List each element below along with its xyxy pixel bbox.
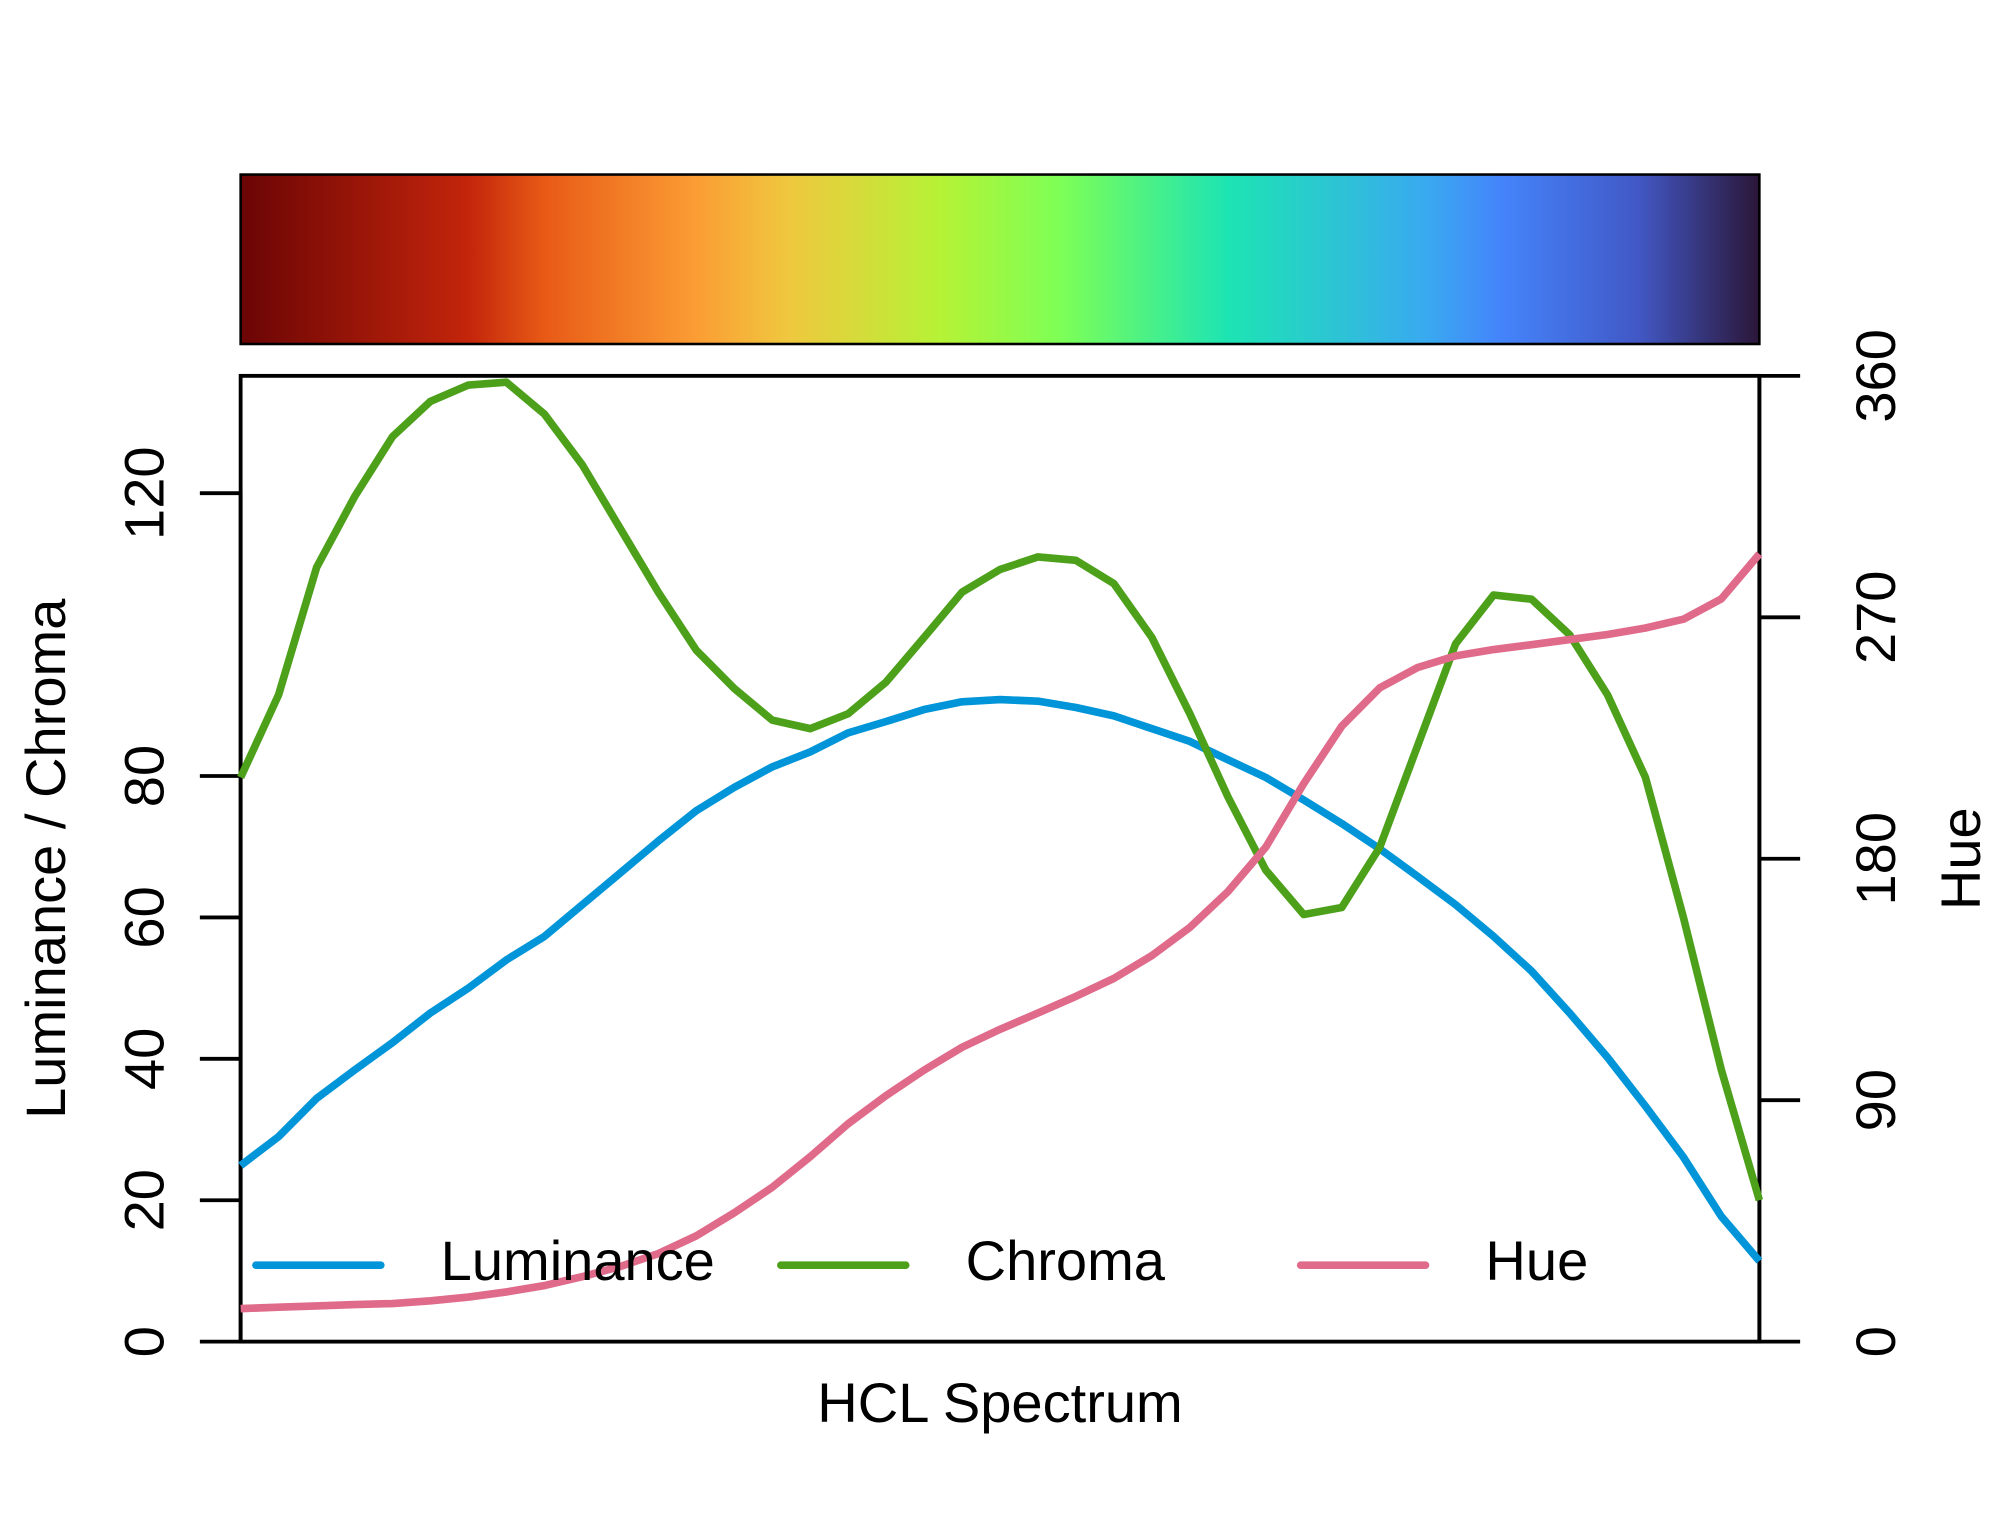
x-axis-title: HCL Spectrum [817, 1371, 1182, 1434]
y-tick-label: 80 [113, 745, 176, 807]
y2-axis-title: Hue [1929, 807, 1992, 910]
y-tick-label: 60 [113, 886, 176, 948]
y-tick-label: 120 [113, 446, 176, 540]
y2-tick-label: 0 [1844, 1326, 1907, 1357]
legend-label: Hue [1485, 1229, 1588, 1292]
y2-tick-label: 90 [1844, 1069, 1907, 1131]
legend-label: Luminance [441, 1229, 715, 1292]
y-axis-title: Luminance / Chroma [14, 598, 77, 1119]
y-tick-label: 40 [113, 1028, 176, 1090]
y2-tick-label: 360 [1844, 329, 1907, 423]
y2-tick-label: 180 [1844, 812, 1907, 906]
y-tick-label: 20 [113, 1169, 176, 1231]
y2-tick-label: 270 [1844, 571, 1907, 665]
series-line [238, 695, 1763, 1264]
color-bar [239, 173, 1761, 346]
series-line [237, 378, 1764, 1202]
series-line [240, 551, 1763, 1313]
plot-frame [238, 373, 1762, 1344]
y-tick-label: 0 [113, 1326, 176, 1357]
legend-label: Chroma [966, 1229, 1166, 1292]
